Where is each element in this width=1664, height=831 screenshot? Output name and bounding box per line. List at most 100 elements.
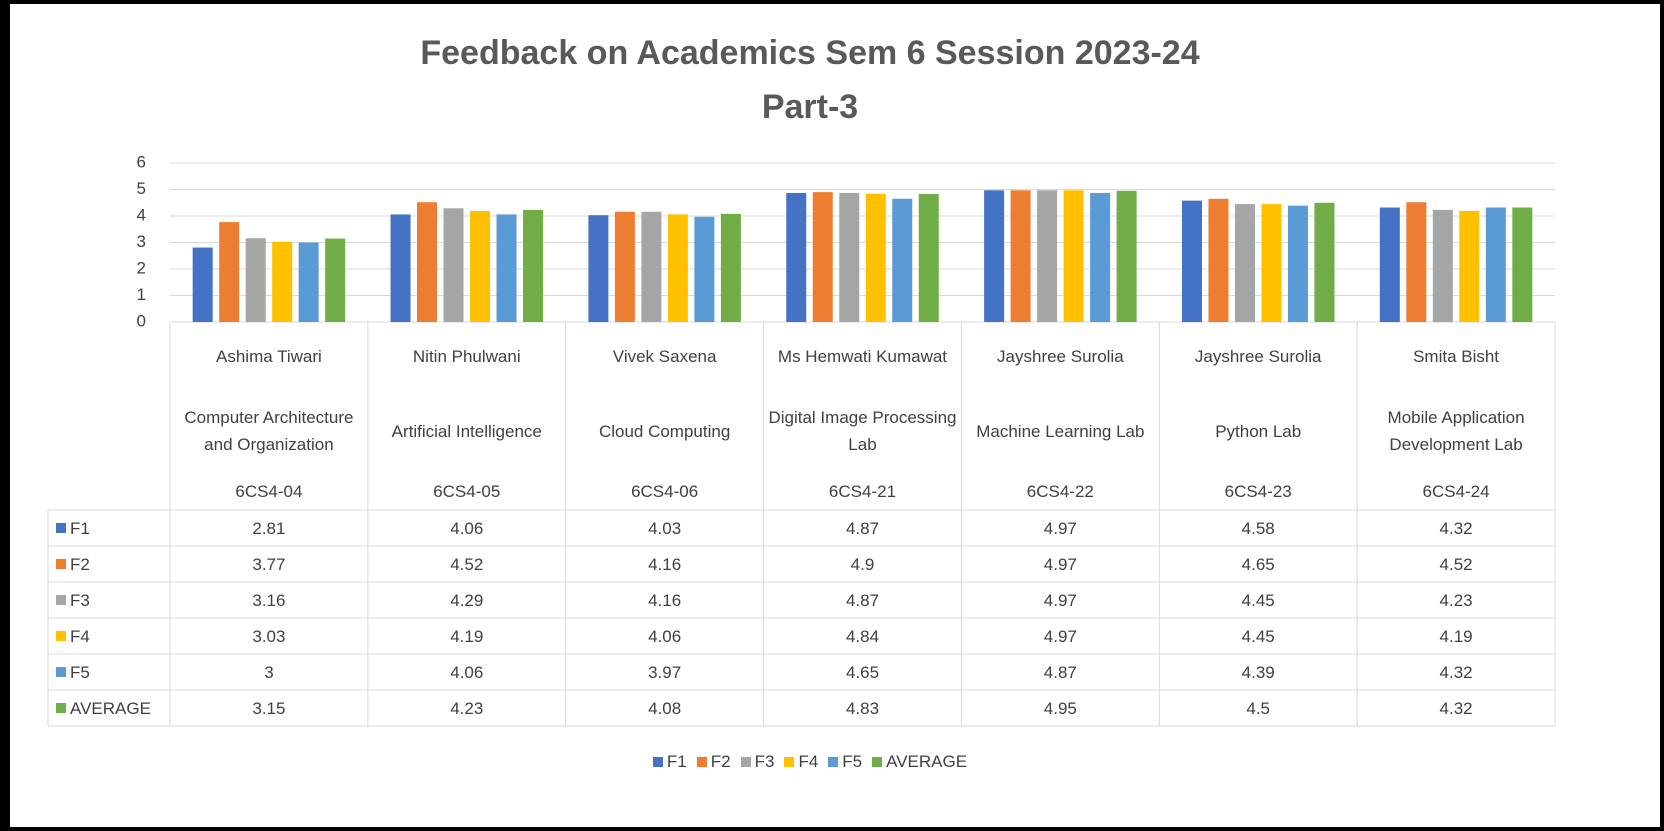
- legend-item: AVERAGE: [872, 752, 967, 772]
- bar: [614, 211, 635, 322]
- series-row-label: F5: [48, 654, 170, 690]
- category-name: Smita Bisht: [1413, 346, 1500, 366]
- legend-swatch: [56, 667, 66, 677]
- bar: [918, 194, 939, 322]
- category-subject: Artificial Intelligence: [391, 421, 542, 441]
- legend-item: F2: [696, 752, 731, 772]
- bar: [1314, 202, 1335, 322]
- series-name: F1: [70, 518, 90, 538]
- bar: [245, 238, 266, 322]
- bar: [865, 193, 886, 322]
- series-name: AVERAGE: [70, 698, 151, 718]
- bar: [588, 215, 609, 322]
- y-tick-label: 4: [137, 205, 146, 224]
- category-code: 6CS4-06: [631, 481, 699, 501]
- table-value: 4.32: [1439, 518, 1473, 538]
- legend-swatch: [56, 559, 66, 569]
- table-value: 3.03: [252, 626, 286, 646]
- category-code: 6CS4-04: [235, 481, 303, 501]
- table-value: 4.9: [850, 554, 875, 574]
- series-name: F5: [70, 662, 90, 682]
- legend-label: F3: [754, 752, 775, 771]
- table-value: 4.87: [845, 590, 880, 610]
- category-name: Jayshree Surolia: [997, 346, 1124, 366]
- bar: [1116, 190, 1137, 322]
- table-value: 3: [264, 662, 274, 682]
- table-value: 4.97: [1043, 590, 1077, 610]
- table-value: 4.52: [1439, 554, 1473, 574]
- bar: [1432, 209, 1453, 322]
- legend-label: F1: [666, 752, 687, 771]
- table-value: 4.32: [1439, 698, 1473, 718]
- bar: [984, 190, 1005, 322]
- bar: [1090, 192, 1111, 322]
- bar: [272, 241, 293, 322]
- bar: [1063, 190, 1084, 322]
- bar: [1208, 198, 1229, 322]
- table-value: 4.84: [845, 626, 880, 646]
- table-value: 4.23: [1439, 590, 1473, 610]
- bar: [325, 238, 346, 322]
- table-value: 4.87: [1043, 662, 1077, 682]
- legend-item: F3: [740, 752, 775, 772]
- table-value: 4.06: [450, 518, 484, 538]
- series-name: F3: [70, 590, 90, 610]
- category-code: 6CS4-23: [1224, 481, 1292, 501]
- legend-swatch: [56, 703, 66, 713]
- legend: F1 F2 F3 F4 F5 AVERAGE: [10, 752, 1610, 772]
- chart-subtitle: Part-3: [761, 88, 859, 126]
- table-value: 4.19: [1439, 626, 1473, 646]
- legend-item: F5: [828, 752, 862, 772]
- table-value: 4.52: [450, 554, 484, 574]
- bar: [641, 211, 662, 322]
- table-value: 4.06: [450, 662, 484, 682]
- category-name: Nitin Phulwani: [412, 346, 521, 366]
- category-subject: Digital Image Processing Lab: [768, 408, 957, 454]
- category-name: Vivek Saxena: [612, 346, 717, 366]
- bar: [496, 214, 517, 322]
- table-value: 4.87: [845, 518, 880, 538]
- legend-swatch: [56, 595, 66, 605]
- bar: [892, 198, 913, 322]
- table-value: 4.97: [1043, 626, 1077, 646]
- category-code: 6CS4-22: [1026, 481, 1094, 501]
- table-value: 4.16: [648, 590, 682, 610]
- table-value: 4.45: [1241, 626, 1275, 646]
- table-value: 4.39: [1241, 662, 1275, 682]
- bar: [443, 208, 464, 322]
- bar: [417, 202, 438, 322]
- bar: [390, 214, 411, 322]
- y-tick-label: 3: [137, 232, 146, 251]
- category-subject: Mobile Application Development Lab: [1387, 408, 1525, 454]
- table-value: 2.81: [252, 518, 286, 538]
- series-name: F4: [70, 626, 90, 646]
- table-value: 4.65: [845, 662, 880, 682]
- bar: [839, 192, 860, 322]
- category-code: 6CS4-05: [433, 481, 501, 501]
- category-subject: Computer Architecture and Organization: [184, 408, 354, 454]
- legend-swatch: [872, 757, 883, 767]
- table-value: 4.16: [648, 554, 682, 574]
- table-value: 4.58: [1241, 518, 1275, 538]
- y-tick-label: 0: [137, 311, 146, 330]
- legend-label: AVERAGE: [886, 752, 968, 771]
- category-code: 6CS4-21: [828, 481, 897, 501]
- table-value: 4.45: [1241, 590, 1275, 610]
- category-subject: Cloud Computing: [598, 421, 731, 441]
- table-value: 3.77: [252, 554, 286, 574]
- table-value: 3.97: [648, 662, 682, 682]
- chart: 0 1 2 3 4 5 6: [47, 152, 1556, 727]
- bar: [523, 209, 544, 322]
- table-value: 4.32: [1439, 662, 1473, 682]
- table-value: 3.15: [252, 698, 286, 718]
- legend-label: F2: [710, 752, 731, 771]
- bar: [1459, 210, 1480, 322]
- legend-label: F4: [798, 752, 819, 771]
- y-tick-label: 6: [137, 152, 146, 171]
- legend-swatch: [56, 631, 66, 641]
- table-value: 4.06: [648, 626, 682, 646]
- table-value: 4.97: [1043, 554, 1077, 574]
- table-value: 4.95: [1043, 698, 1077, 718]
- series-row-label: F1: [48, 510, 170, 546]
